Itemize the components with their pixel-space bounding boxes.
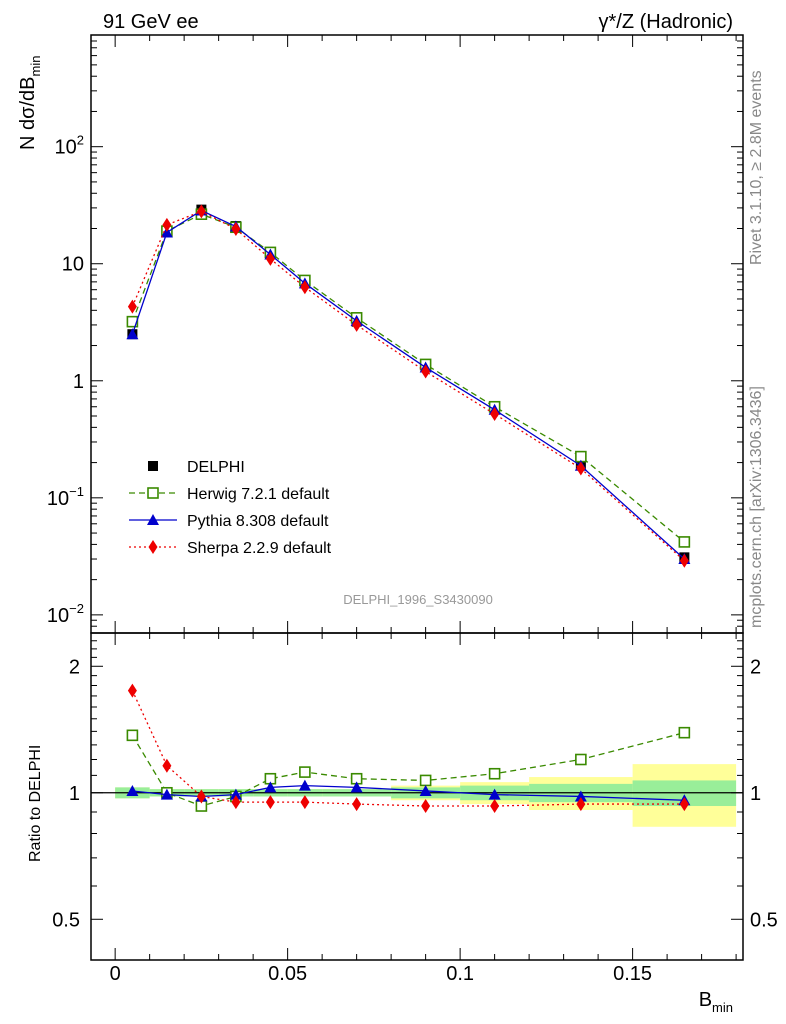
ratio-pythia-point bbox=[574, 790, 587, 802]
ratio-pythia-point bbox=[350, 781, 363, 793]
herwig-point bbox=[126, 315, 139, 328]
ratio-pythia-point bbox=[126, 784, 139, 796]
herwig-point bbox=[678, 536, 691, 548]
x-tick-label: 0.15 bbox=[613, 963, 652, 985]
main-plot-panel: DELPHI_1996_S3430090 102 10 1 10−1 10−2 N dσ… bbox=[17, 34, 744, 634]
y-tick-label: 1 bbox=[73, 371, 84, 393]
ratio-sherpa-point bbox=[127, 683, 137, 698]
analysis-watermark: DELPHI_1996_S3430090 bbox=[343, 592, 493, 607]
ratio-pythia-point bbox=[229, 788, 242, 800]
y-tick-label: 10−1 bbox=[47, 484, 84, 510]
ratio-y-tick-label-right: 0.5 bbox=[750, 909, 778, 931]
sherpa-point bbox=[421, 364, 431, 379]
legend: DELPHI Herwig 7.2.1 default Pythia 8.308 d… bbox=[129, 459, 332, 557]
ratio-sherpa-point bbox=[352, 797, 362, 812]
ratio-y-tick-label-left: 0.5 bbox=[52, 909, 80, 931]
legend-marker-pythia bbox=[147, 514, 159, 525]
herwig-line bbox=[131, 213, 685, 543]
ratio-herwig-point bbox=[126, 729, 139, 742]
header-right: γ*/Z (Hadronic) bbox=[599, 11, 733, 33]
ratio-pythia-point bbox=[264, 781, 277, 793]
ratio-sherpa-line bbox=[131, 690, 685, 807]
x-axis-label: Bmin bbox=[699, 989, 733, 1015]
sherpa-point bbox=[576, 461, 586, 476]
ratio-pythia-point bbox=[488, 788, 501, 800]
legend-label-herwig: Herwig 7.2.1 default bbox=[187, 486, 330, 503]
ratio-sherpa-point bbox=[576, 797, 586, 812]
ratio-sherpa-point bbox=[162, 758, 172, 773]
y-tick-label: 10−2 bbox=[47, 601, 84, 627]
ratio-herwig-point bbox=[678, 726, 691, 739]
header-left: 91 GeV ee bbox=[103, 11, 199, 33]
y-tick-label: 10 bbox=[62, 254, 84, 276]
ratio-sherpa-point bbox=[679, 797, 689, 812]
ratio-sherpa-point bbox=[265, 795, 275, 810]
series-delphi bbox=[127, 204, 690, 563]
side-text-upper: Rivet 3.1.10, ≥ 2.8M events bbox=[748, 70, 765, 265]
x-tick-label: 0.05 bbox=[268, 963, 307, 985]
pythia-point bbox=[160, 226, 173, 238]
sherpa-point bbox=[300, 280, 310, 295]
y-tick-label: 102 bbox=[55, 133, 84, 159]
sherpa-point bbox=[265, 251, 275, 266]
ratio-herwig-point bbox=[488, 767, 501, 780]
legend-marker-sherpa bbox=[148, 540, 158, 554]
ratio-sherpa-point bbox=[231, 795, 241, 810]
sherpa-point bbox=[196, 204, 206, 219]
sherpa-point bbox=[231, 222, 241, 237]
ratio-pythia-point bbox=[298, 779, 311, 791]
ratio-herwig-point bbox=[419, 774, 432, 787]
ratio-sherpa-point bbox=[490, 799, 500, 814]
sherpa-point bbox=[352, 317, 362, 332]
pythia-line bbox=[131, 209, 685, 560]
legend-label-sherpa: Sherpa 2.2.9 default bbox=[187, 540, 332, 557]
ratio-sherpa-point bbox=[421, 799, 431, 814]
x-tick-label: 0.1 bbox=[446, 963, 474, 985]
legend-marker-delphi bbox=[148, 461, 158, 471]
ratio-pythia-point bbox=[419, 784, 432, 796]
legend-marker-herwig bbox=[147, 487, 159, 499]
main-y-axis-label: N dσ/dBmin bbox=[17, 56, 43, 150]
legend-label-pythia: Pythia 8.308 default bbox=[187, 513, 329, 530]
ratio-y-axis-label: Ratio to DELPHI bbox=[27, 745, 44, 862]
series-pythia bbox=[126, 204, 691, 565]
sherpa-point bbox=[127, 299, 137, 314]
x-tick-label: 0 bbox=[110, 963, 121, 985]
ratio-y-tick-label-left: 2 bbox=[69, 656, 80, 678]
ratio-y-tick-label-left: 1 bbox=[69, 783, 80, 805]
ratio-series-sherpa bbox=[127, 683, 689, 814]
ratio-sherpa-point bbox=[300, 795, 310, 810]
side-text-lower: mcplots.cern.ch [arXiv:1306.3436] bbox=[748, 386, 765, 628]
legend-label-delphi: DELPHI bbox=[187, 459, 245, 476]
ratio-herwig-point bbox=[575, 753, 587, 766]
ratio-sherpa-point bbox=[196, 789, 206, 804]
ratio-pythia-point bbox=[160, 788, 173, 800]
series-sherpa bbox=[127, 204, 689, 568]
sherpa-point bbox=[490, 407, 500, 422]
sherpa-point bbox=[162, 217, 172, 232]
ratio-plot-panel: 0.5 0.51 12 2 0 0.05 0.1 0.15 Ratio to DELPHI … bbox=[27, 632, 778, 1015]
ratio-y-tick-label-right: 2 bbox=[750, 656, 761, 678]
main-axis-ticks bbox=[91, 34, 743, 634]
ratio-frame bbox=[90, 632, 744, 961]
ratio-y-tick-label-right: 1 bbox=[750, 783, 761, 805]
pythia-point bbox=[126, 328, 139, 340]
sherpa-line bbox=[131, 210, 685, 562]
ratio-herwig-point bbox=[299, 766, 311, 778]
sherpa-point bbox=[679, 553, 689, 568]
